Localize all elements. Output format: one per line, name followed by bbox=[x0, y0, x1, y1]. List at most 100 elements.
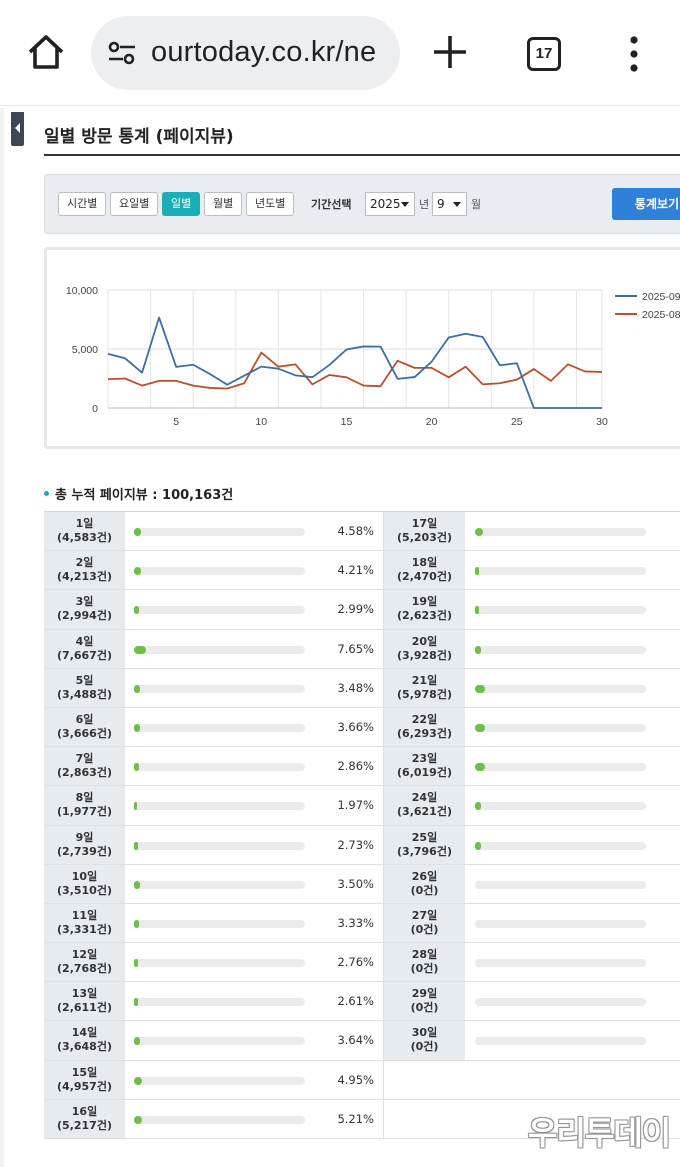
page-title: 일별 방문 통계 (페이지뷰) bbox=[44, 127, 234, 147]
column-divider bbox=[383, 943, 384, 982]
ratio-bar-fill bbox=[134, 684, 140, 693]
ratio-bar-fill bbox=[134, 567, 141, 576]
day-label: 18일 bbox=[411, 556, 438, 570]
ratio-bar-fill bbox=[475, 528, 484, 536]
day-label: 15일 bbox=[71, 1065, 98, 1079]
ratio-bar-track bbox=[134, 802, 305, 811]
day-cell: 12일 (2,768건) bbox=[44, 943, 125, 982]
day-count: (2,863건) bbox=[57, 766, 112, 780]
day-cell: 11일 (3,331건) bbox=[44, 903, 125, 943]
day-label: 25일 bbox=[411, 830, 438, 844]
day-count: (5,978건) bbox=[397, 687, 452, 701]
day-label: 12일 bbox=[71, 948, 98, 962]
address-bar[interactable]: ourtoday.co.kr/ne bbox=[91, 16, 400, 90]
x-tick-label: 20 bbox=[426, 416, 438, 428]
column-divider bbox=[383, 786, 384, 825]
ratio-bar-fill bbox=[134, 919, 140, 928]
ratio-bar-track bbox=[134, 998, 305, 1007]
table-row: 13일 (2,611건) 2.61% 29일 (0건) bbox=[44, 982, 680, 1022]
browser-toolbar: ourtoday.co.kr/ne 17 bbox=[0, 0, 680, 106]
home-icon[interactable] bbox=[24, 30, 68, 74]
day-cell: 17일 (5,203건) bbox=[384, 512, 465, 551]
x-tick-label: 30 bbox=[596, 416, 608, 428]
ratio-percent: 1.97% bbox=[337, 798, 374, 813]
more-menu-icon[interactable] bbox=[622, 34, 646, 74]
ratio-bar-track bbox=[134, 763, 305, 772]
day-count: (2,739건) bbox=[57, 844, 112, 858]
day-label: 4일 bbox=[75, 634, 94, 648]
day-cell: 16일 (5,217건) bbox=[44, 1099, 125, 1138]
day-count: (3,331건) bbox=[57, 922, 112, 936]
ratio-percent: 3.33% bbox=[337, 915, 374, 930]
day-label: 9일 bbox=[75, 830, 94, 844]
table-row: 14일 (3,648건) 3.64% 30일 (0건) bbox=[44, 1021, 680, 1061]
table-row: 8일 (1,977건) 1.97% 24일 (3,621건) bbox=[44, 786, 680, 826]
day-cell: 27일 (0건) bbox=[384, 903, 465, 943]
tab-hourly[interactable]: 시간별 bbox=[58, 192, 107, 216]
column-divider bbox=[383, 825, 384, 864]
day-cell: 2일 (4,213건) bbox=[44, 551, 125, 590]
ratio-bar-track bbox=[475, 1037, 646, 1046]
table-row: 11일 (3,331건) 3.33% 27일 (0건) bbox=[44, 903, 680, 944]
day-count: (6,293건) bbox=[397, 726, 452, 740]
day-count: (3,488건) bbox=[57, 687, 112, 701]
day-count: (2,611건) bbox=[57, 1001, 112, 1015]
ratio-bar-fill bbox=[475, 763, 485, 772]
view-stats-button[interactable]: 통계보기 bbox=[612, 188, 680, 220]
table-row: 5일 (3,488건) 3.48% 21일 (5,978건) bbox=[44, 668, 680, 708]
day-cell: 10일 (3,510건) bbox=[44, 864, 125, 903]
tab-daily[interactable]: 일별 bbox=[162, 192, 201, 216]
series-line-2025-08 bbox=[107, 351, 603, 390]
ratio-bar-track bbox=[134, 645, 305, 654]
day-cell: 25일 (3,796건) bbox=[384, 825, 465, 864]
day-cell: 19일 (2,623건) bbox=[384, 590, 465, 629]
ratio-bar-fill bbox=[134, 763, 139, 772]
x-tick-label: 5 bbox=[173, 416, 179, 428]
sidebar-toggle-button[interactable] bbox=[11, 112, 24, 146]
day-count: (6,019건) bbox=[397, 766, 452, 780]
site-settings-icon[interactable] bbox=[107, 40, 137, 66]
table-row: 15일 (4,957건) 4.95% bbox=[44, 1060, 680, 1100]
ratio-bar-track bbox=[134, 1037, 305, 1046]
day-cell: 20일 (3,928건) bbox=[384, 629, 465, 668]
day-label: 7일 bbox=[75, 752, 94, 766]
tab-weekday[interactable]: 요일별 bbox=[110, 192, 159, 216]
ratio-bar-track bbox=[134, 567, 305, 576]
tab-monthly[interactable]: 월별 bbox=[204, 192, 243, 216]
ratio-bar-fill bbox=[134, 959, 139, 968]
ratio-percent: 2.86% bbox=[337, 759, 374, 774]
day-count: (7,667건) bbox=[57, 648, 112, 662]
ratio-percent: 2.76% bbox=[337, 955, 374, 970]
legend-label: 2025-08 bbox=[642, 309, 680, 321]
table-row: 4일 (7,667건) 7.65% 20일 (3,928건) bbox=[44, 629, 680, 669]
ratio-bar-track bbox=[134, 528, 305, 536]
day-cell: 14일 (3,648건) bbox=[44, 1021, 125, 1060]
new-tab-icon[interactable] bbox=[430, 32, 470, 72]
ratio-bar-track bbox=[134, 1076, 305, 1085]
day-count: (0건) bbox=[410, 962, 439, 976]
month-select[interactable]: 9 bbox=[432, 192, 467, 216]
day-count: (3,796건) bbox=[397, 844, 452, 858]
ratio-bar-track bbox=[475, 802, 646, 811]
ratio-bar-track bbox=[475, 880, 646, 889]
ratio-bar-fill bbox=[134, 645, 147, 654]
day-cell: 22일 (6,293건) bbox=[384, 707, 465, 747]
year-select[interactable]: 2025 bbox=[365, 192, 415, 216]
table-row: 9일 (2,739건) 2.73% 25일 (3,796건) bbox=[44, 825, 680, 865]
day-cell: 29일 (0건) bbox=[384, 982, 465, 1021]
ratio-percent: 3.50% bbox=[337, 876, 374, 891]
day-cell: 7일 (2,863건) bbox=[44, 747, 125, 786]
ratio-bar-fill bbox=[134, 1115, 143, 1124]
tab-yearly[interactable]: 년도별 bbox=[246, 192, 295, 216]
tab-switcher-button[interactable]: 17 bbox=[527, 37, 561, 71]
day-label: 22일 bbox=[411, 712, 438, 726]
column-divider bbox=[383, 590, 384, 629]
ratio-bar-fill bbox=[475, 606, 480, 615]
x-tick-label: 15 bbox=[341, 416, 353, 428]
ratio-bar-fill bbox=[475, 645, 482, 654]
ratio-bar-track bbox=[475, 645, 646, 654]
ratio-bar-fill bbox=[475, 723, 486, 732]
day-label: 28일 bbox=[411, 948, 438, 962]
column-divider bbox=[383, 629, 384, 668]
ratio-bar-fill bbox=[475, 567, 479, 576]
